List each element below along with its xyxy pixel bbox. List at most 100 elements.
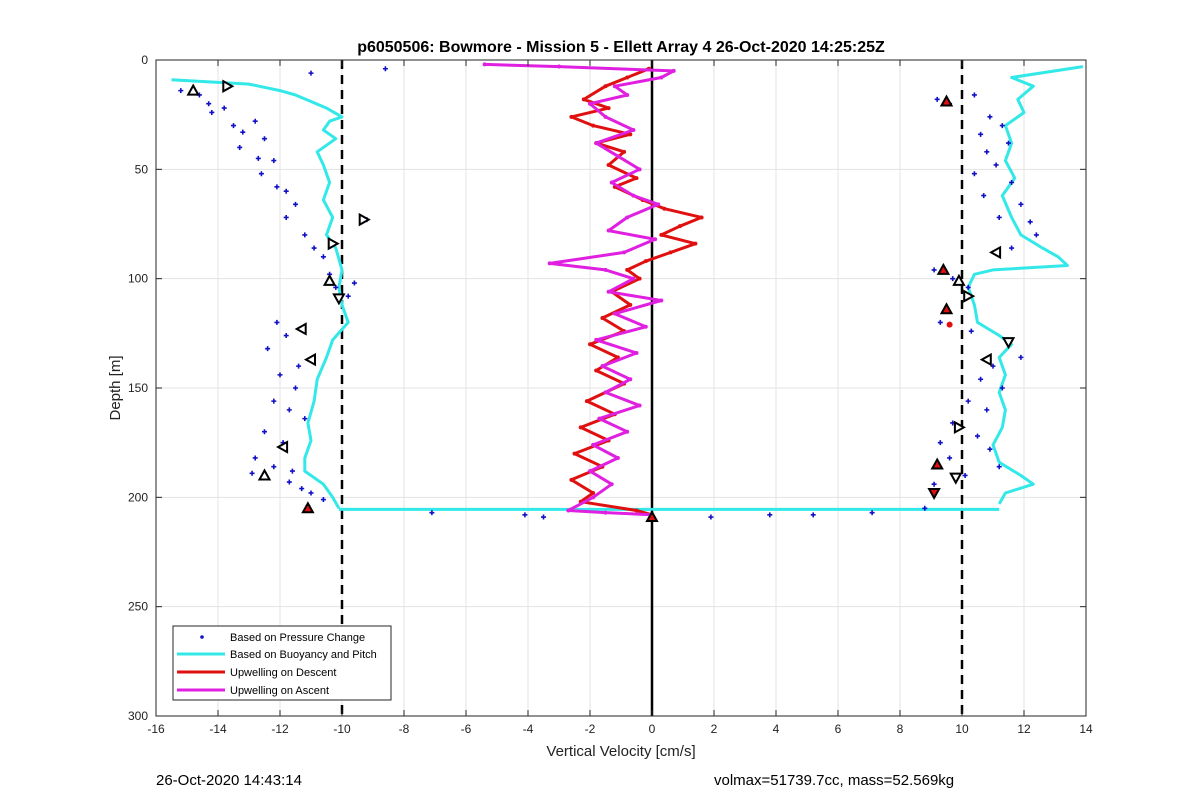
pressure-point	[937, 319, 943, 325]
pressure-point	[987, 114, 993, 120]
ascent-point	[594, 141, 599, 146]
triangle-marker	[927, 487, 941, 501]
ascent-point	[482, 62, 487, 67]
descent-point	[625, 267, 630, 272]
triangle-marker	[953, 420, 966, 435]
pressure-point	[971, 171, 977, 177]
ascent-point	[625, 429, 630, 434]
pressure-point	[937, 440, 943, 446]
pressure-point	[265, 346, 271, 352]
x-tick-label: -10	[333, 722, 351, 736]
ascent-point	[612, 84, 617, 89]
descent-point	[603, 84, 608, 89]
ascent-point	[653, 237, 658, 242]
triangle-marker	[1001, 337, 1016, 350]
ascent-point	[594, 337, 599, 342]
legend: Based on Pressure Change Based on Buoyan…	[172, 625, 392, 701]
pressure-point	[320, 254, 326, 260]
pressure-point	[429, 510, 435, 516]
y-tick-label: 200	[128, 490, 148, 504]
y-tick-label: 0	[141, 53, 148, 67]
descent-point	[569, 114, 574, 119]
ascent-point	[622, 250, 627, 255]
descent-point	[600, 316, 605, 321]
ascent-point	[659, 75, 664, 80]
ascent-point	[557, 64, 561, 69]
ascent-point	[603, 114, 608, 119]
pressure-point	[289, 468, 295, 474]
descent-point	[637, 276, 642, 281]
legend-label-pressure: Based on Pressure Change	[230, 632, 365, 644]
footer-specs: volmax=51739.7cc, mass=52.569kg	[714, 772, 955, 789]
triangle-marker	[963, 289, 976, 303]
pressure-point	[1027, 219, 1033, 225]
pressure-point	[255, 155, 261, 161]
ascent-point	[637, 403, 642, 408]
pressure-point	[990, 363, 996, 369]
ascent-point	[634, 351, 639, 356]
ascent-point	[566, 508, 571, 513]
footer-timestamp: 26-Oct-2020 14:43:14	[156, 772, 302, 789]
x-tick-label: -14	[209, 722, 227, 736]
pressure-point	[971, 92, 977, 98]
triangle-marker	[939, 94, 954, 107]
x-tick-label: 12	[1017, 722, 1031, 736]
ascent-point	[631, 193, 636, 198]
x-tick-label: 2	[711, 722, 718, 736]
y-tick-label: 100	[128, 272, 148, 286]
pressure-point	[271, 464, 277, 470]
pressure-point	[320, 497, 326, 503]
triangle-marker	[332, 293, 346, 306]
descent-point	[662, 206, 667, 211]
pressure-point	[968, 328, 974, 334]
triangle-marker	[303, 352, 316, 367]
ascent-point	[591, 495, 596, 500]
ascent-point	[637, 167, 642, 172]
descent-point	[693, 241, 698, 246]
x-axis-ticks: -16 -14 -12 -10 -8 -6 -4 -2 0 2 4 6 8 10 12 14	[147, 60, 1093, 736]
x-tick-label: -16	[147, 722, 165, 736]
x-axis-label: Vertical Velocity [cm/s]	[546, 743, 695, 760]
x-tick-label: 4	[773, 722, 780, 736]
descent-point	[622, 149, 627, 154]
descent-point	[668, 250, 673, 255]
triangle-marker	[936, 262, 951, 275]
pressure-point	[999, 123, 1005, 129]
pressure-point	[1018, 201, 1024, 207]
descent-point	[581, 97, 586, 102]
pressure-point	[293, 201, 298, 207]
x-tick-label: -4	[523, 722, 534, 736]
descent-point	[572, 451, 577, 456]
pressure-point	[1033, 232, 1039, 238]
pressure-point	[1018, 354, 1024, 360]
pressure-point	[249, 470, 255, 476]
legend-box	[172, 625, 392, 701]
x-tick-label: -2	[585, 722, 596, 736]
legend-label-ascent: Upwelling on Ascent	[230, 685, 329, 697]
pressure-point	[258, 171, 264, 177]
chart-title: p6050506: Bowmore - Mission 5 - Ellett A…	[357, 39, 885, 56]
pressure-point	[237, 144, 243, 150]
pressure-point	[283, 188, 289, 194]
pressure-point	[274, 319, 280, 325]
triangle-marker	[294, 322, 307, 336]
pressure-point	[950, 276, 956, 282]
legend-label-descent: Upwelling on Descent	[230, 667, 336, 679]
series-ascent-line	[484, 62, 676, 517]
pressure-point	[178, 88, 184, 94]
descent-point	[606, 106, 611, 111]
triangle-marker	[301, 501, 315, 514]
descent-point	[628, 302, 633, 307]
ascent-point	[628, 377, 633, 382]
ascent-point	[609, 482, 614, 487]
triangle-marker	[186, 83, 200, 96]
x-tick-label: 10	[955, 722, 969, 736]
pressure-point	[931, 481, 937, 487]
x-tick-label: 0	[649, 722, 656, 736]
series-buoyancy-right-line	[966, 65, 1084, 505]
pressure-point	[308, 70, 314, 76]
descent-point	[578, 425, 583, 430]
pressure-point	[541, 514, 546, 520]
pressure-point	[708, 514, 714, 520]
